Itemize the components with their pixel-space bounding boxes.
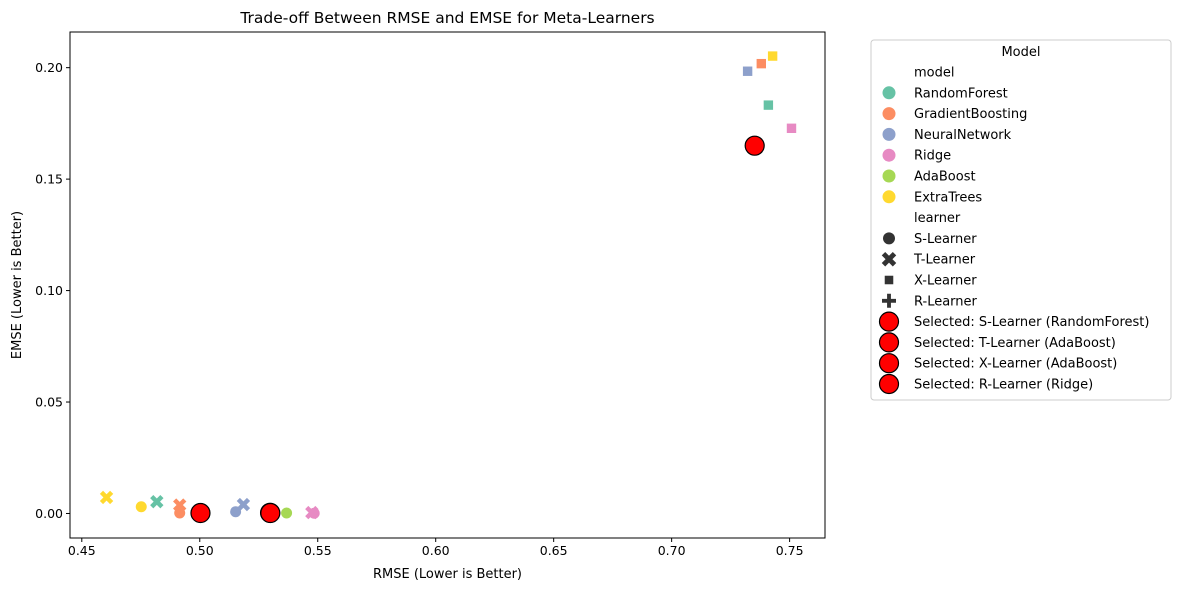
legend-entry-ridge: Ridge	[882, 148, 951, 164]
legend-title: Model	[1001, 45, 1040, 60]
data-point-extratrees-t-learner	[99, 490, 114, 505]
data-point-extratrees-x-learner	[767, 50, 779, 62]
legend-entry-neuralnetwork: NeuralNetwork	[882, 127, 1012, 143]
legend-label: Selected: T-Learner (AdaBoost)	[914, 336, 1116, 351]
legend-marker	[882, 293, 896, 308]
legend-entry-selected-r-learner-ridge: Selected: R-Learner (Ridge)	[878, 373, 1093, 395]
legend-label: Selected: S-Learner (RandomForest)	[914, 315, 1149, 330]
legend-swatch	[882, 107, 896, 121]
legend-label: learner	[914, 211, 961, 226]
legend-entry-t-learner: T-Learner	[881, 251, 976, 268]
plot-frame	[69, 31, 826, 539]
chart-title: Trade-off Between RMSE and EMSE for Meta…	[239, 9, 654, 27]
x-tick-label: 0.70	[658, 543, 686, 558]
x-axis: 0.45 0.50 0.55 0.60 0.65 0.70 0.75	[68, 538, 804, 558]
data-point-randomforest-x-learner	[762, 99, 774, 111]
legend-swatch	[882, 190, 896, 204]
legend-swatch	[882, 127, 896, 141]
legend-entry-selected-t-learner-adaboost: Selected: T-Learner (AdaBoost)	[878, 332, 1116, 353]
data-point-neuralnetwork-x-learner	[742, 65, 754, 77]
legend-label: Selected: R-Learner (Ridge)	[914, 378, 1093, 393]
data-point-extratrees-s-learner	[134, 500, 148, 514]
legend-entry-selected-s-learner-randomforest: Selected: S-Learner (RandomForest)	[878, 311, 1149, 332]
selected-point-1	[190, 502, 211, 524]
legend-label: ExtraTrees	[914, 190, 982, 205]
legend-marker-selected	[878, 311, 900, 332]
data-point-gradientboosting-t-learner	[173, 498, 187, 512]
x-tick-label: 0.75	[776, 543, 804, 558]
legend-entry-model: model	[914, 66, 954, 81]
legend-entry-selected-x-learner-adaboost: Selected: X-Learner (AdaBoost)	[878, 353, 1117, 374]
x-tick-label: 0.60	[422, 543, 450, 558]
legend-label: S-Learner	[914, 232, 977, 247]
x-tick-label: 0.45	[68, 543, 96, 558]
x-tick-label: 0.65	[540, 543, 568, 558]
legend-label: AdaBoost	[914, 170, 976, 185]
y-tick-label: 0.00	[35, 506, 63, 521]
legend-label: R-Learner	[914, 294, 978, 309]
selected-point-4	[260, 502, 281, 524]
data-point-neuralnetwork-t-learner	[236, 497, 251, 512]
data-point-ridge-t-learner	[305, 505, 319, 520]
y-tick-label: 0.05	[35, 395, 63, 410]
x-tick-label: 0.50	[186, 543, 214, 558]
plot-area	[99, 50, 797, 524]
y-tick-label: 0.20	[35, 60, 63, 75]
legend-marker	[881, 251, 897, 267]
legend-swatch	[882, 148, 896, 162]
legend-marker	[882, 231, 896, 246]
legend-label: NeuralNetwork	[914, 128, 1012, 143]
legend-label: RandomForest	[914, 86, 1008, 101]
x-tick-label: 0.55	[304, 543, 332, 558]
selected-point-3	[744, 135, 765, 156]
y-axis: 0.00 0.05 0.10 0.15 0.20	[35, 60, 70, 521]
legend-marker-selected	[878, 353, 900, 374]
y-tick-label: 0.15	[35, 172, 63, 187]
data-point-randomforest-t-learner	[150, 494, 164, 509]
y-tick-label: 0.10	[35, 283, 63, 298]
legend-entry-s-learner: S-Learner	[882, 231, 977, 247]
legend-label: GradientBoosting	[914, 107, 1027, 122]
legend-entry-x-learner: X-Learner	[883, 274, 977, 289]
legend: Model model RandomForest GradientBoosting N…	[870, 39, 1172, 401]
legend-marker	[883, 274, 895, 286]
legend-swatch	[882, 86, 896, 100]
data-point-gradientboosting-x-learner	[755, 58, 767, 70]
y-axis-label: EMSE (Lower is Better)	[10, 211, 25, 359]
legend-label: model	[914, 66, 954, 81]
data-point-adaboost-s-learner	[280, 506, 294, 520]
legend-marker-selected	[878, 332, 900, 353]
legend-entry-extratrees: ExtraTrees	[882, 190, 982, 205]
legend-entry-gradientboosting: GradientBoosting	[882, 107, 1027, 122]
legend-entry-r-learner: R-Learner	[882, 293, 978, 309]
legend-marker-selected	[878, 373, 900, 395]
legend-label: T-Learner	[913, 253, 976, 268]
legend-entry-learner: learner	[914, 211, 961, 226]
legend-frame	[870, 39, 1172, 401]
legend-entry-adaboost: AdaBoost	[882, 169, 976, 185]
data-point-ridge-x-learner	[785, 122, 797, 134]
legend-label: Selected: X-Learner (AdaBoost)	[914, 357, 1117, 372]
x-axis-label: RMSE (Lower is Better)	[373, 567, 522, 582]
legend-swatch	[882, 169, 896, 183]
legend-label: X-Learner	[914, 274, 977, 289]
legend-entry-randomforest: RandomForest	[882, 86, 1008, 101]
legend-label: Ridge	[914, 149, 951, 164]
